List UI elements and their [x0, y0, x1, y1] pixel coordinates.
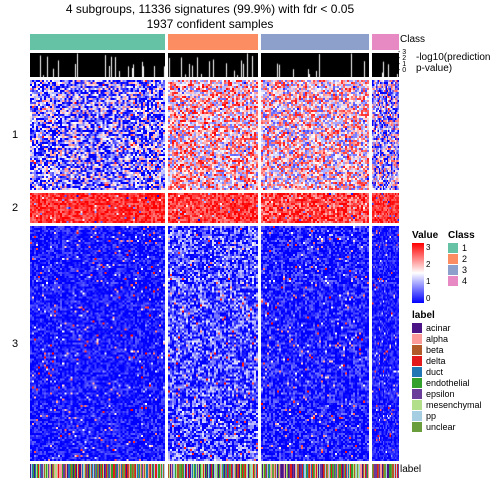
legend-item: delta [412, 356, 482, 366]
legend-item: acinar [412, 323, 482, 333]
class-segment [261, 34, 369, 50]
legend-label: duct [426, 367, 443, 377]
class-legend-title: Class [448, 230, 475, 241]
legend-label: 3 [462, 265, 467, 275]
legend-item: 1 [448, 243, 475, 253]
legend-item: beta [412, 345, 482, 355]
label-annotation-bar [30, 464, 399, 478]
swatch-icon [448, 265, 458, 275]
value-gradient [412, 243, 424, 303]
heatmap-block [372, 80, 399, 190]
heatmap-block [261, 80, 369, 190]
class-bar-label: Class [400, 34, 425, 45]
swatch-icon [412, 378, 422, 388]
class-annotation-bar [30, 34, 399, 50]
swatch-icon [412, 345, 422, 355]
swatch-icon [412, 323, 422, 333]
legend-item: duct [412, 367, 482, 377]
legend-item: endothelial [412, 378, 482, 388]
heatmap-block [168, 226, 258, 461]
swatch-icon [412, 356, 422, 366]
heatmap-block [372, 226, 399, 461]
heatmap-block [168, 80, 258, 190]
legend-label: endothelial [426, 378, 470, 388]
class-legend: Class 1234 [448, 230, 475, 287]
pvalue-segment [261, 53, 369, 77]
legend-item: 4 [448, 276, 475, 286]
heatmap-block [30, 193, 165, 223]
pvalue-segment [372, 53, 399, 77]
legend-item: mesenchymal [412, 400, 482, 410]
pvalue-bar [30, 53, 399, 77]
pvalue-label: -log10(prediction p-value) [416, 52, 491, 74]
label-bar-label: label [400, 464, 421, 475]
legend-item: pp [412, 411, 482, 421]
label-legend: label acinaralphabetadeltaductendothelia… [412, 310, 482, 433]
swatch-icon [412, 411, 422, 421]
row-label: 1 [12, 129, 18, 141]
heatmap-block [261, 226, 369, 461]
legend-label: 2 [462, 254, 467, 264]
class-segment [372, 34, 399, 50]
heatmap-block [261, 193, 369, 223]
legend-item: 3 [448, 265, 475, 275]
heatmap-block [30, 226, 165, 461]
swatch-icon [448, 276, 458, 286]
swatch-icon [412, 367, 422, 377]
swatch-icon [412, 422, 422, 432]
class-segment [168, 34, 258, 50]
legend-label: mesenchymal [426, 400, 482, 410]
legend-label: 4 [462, 276, 467, 286]
class-segment [30, 34, 165, 50]
heatmap-block [30, 80, 165, 190]
legend-label: delta [426, 356, 446, 366]
legend-item: unclear [412, 422, 482, 432]
legend-label: acinar [426, 323, 451, 333]
legend-item: epsilon [412, 389, 482, 399]
pvalue-axis: - 3- 2- 1- 0 [398, 50, 406, 74]
swatch-icon [448, 254, 458, 264]
label-segment [372, 464, 399, 478]
heatmap-block [372, 193, 399, 223]
label-segment [261, 464, 369, 478]
pvalue-segment [30, 53, 165, 77]
legend-label: 1 [462, 243, 467, 253]
legend-label: epsilon [426, 389, 455, 399]
swatch-icon [448, 243, 458, 253]
legend-label: unclear [426, 422, 456, 432]
title: 4 subgroups, 11336 signatures (99.9%) wi… [0, 2, 420, 16]
swatch-icon [412, 389, 422, 399]
row-label: 2 [12, 202, 18, 214]
row-label: 3 [12, 338, 18, 350]
label-segment [168, 464, 258, 478]
label-segment [30, 464, 165, 478]
value-ticks: 3210 [426, 243, 430, 303]
legend-label: beta [426, 345, 444, 355]
heatmap-block [168, 193, 258, 223]
swatch-icon [412, 334, 422, 344]
legend-item: 2 [448, 254, 475, 264]
subtitle: 1937 confident samples [0, 17, 420, 31]
pvalue-segment [168, 53, 258, 77]
label-legend-title: label [412, 310, 482, 321]
legend-label: alpha [426, 334, 448, 344]
swatch-icon [412, 400, 422, 410]
legend-label: pp [426, 411, 436, 421]
value-legend: Value 3210 [412, 230, 438, 303]
legend-item: alpha [412, 334, 482, 344]
heatmap [30, 80, 399, 461]
value-legend-title: Value [412, 230, 438, 241]
